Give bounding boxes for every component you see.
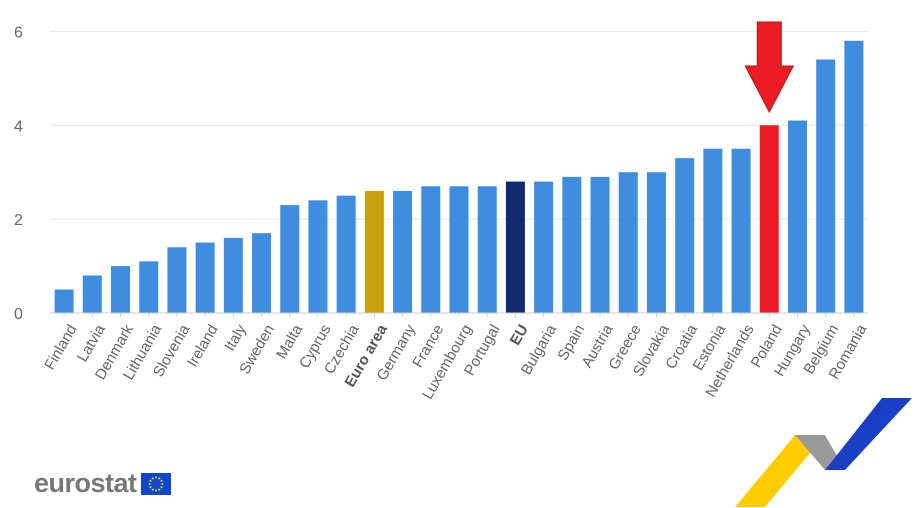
y-tick-label: 2: [14, 212, 23, 229]
bar-ireland: [195, 242, 215, 313]
bar-malta: [280, 205, 300, 313]
bar-greece: [618, 172, 638, 313]
bar-euro-area: [364, 190, 384, 313]
bar-estonia: [703, 148, 723, 313]
bar-netherlands: [731, 148, 751, 313]
bar-bulgaria: [534, 181, 554, 313]
bar-croatia: [675, 158, 695, 313]
bar-cyprus: [308, 200, 328, 313]
bar-lithuania: [139, 261, 159, 313]
x-tick-label: Italy: [221, 321, 250, 354]
bar-slovenia: [167, 247, 187, 313]
bar-portugal: [477, 186, 497, 313]
bar-latvia: [82, 275, 102, 313]
x-tick-label: EU: [507, 322, 532, 349]
bar-france: [421, 186, 441, 313]
y-tick-label: 0: [14, 306, 23, 323]
bar-italy: [223, 237, 243, 313]
y-tick-label: 6: [14, 24, 23, 41]
eurostat-logo: eurostat: [34, 468, 171, 499]
eu-flag-icon: [140, 472, 171, 495]
bar-denmark: [111, 266, 131, 313]
bar-belgium: [816, 59, 836, 313]
bar-romania: [844, 40, 864, 313]
y-tick-label: 4: [14, 118, 23, 135]
bar-czechia: [336, 195, 356, 313]
bar-slovakia: [646, 172, 666, 313]
bar-chart: 0 2 4 6 FinlandLatviaDenmarkLithuaniaSloven…: [14, 21, 871, 402]
bars: [54, 40, 864, 314]
red-arrow-icon: [744, 21, 795, 114]
bar-luxembourg: [449, 186, 469, 313]
bar-eu: [505, 181, 525, 313]
bar-austria: [590, 176, 610, 313]
bar-hungary: [787, 120, 807, 313]
highlight-arrow-icon: [744, 21, 795, 114]
logo-text: eurostat: [34, 468, 137, 498]
y-axis-ticks: 0 2 4 6: [14, 24, 23, 323]
bar-poland: [759, 125, 779, 314]
x-axis-labels: FinlandLatviaDenmarkLithuaniaSloveniaIre…: [41, 313, 871, 402]
x-tick-label: Finland: [41, 322, 80, 373]
bar-sweden: [252, 233, 272, 313]
bar-germany: [393, 190, 413, 313]
bar-finland: [54, 289, 74, 313]
eurostat-brand-mark-icon: [735, 398, 912, 507]
bar-spain: [562, 176, 582, 313]
